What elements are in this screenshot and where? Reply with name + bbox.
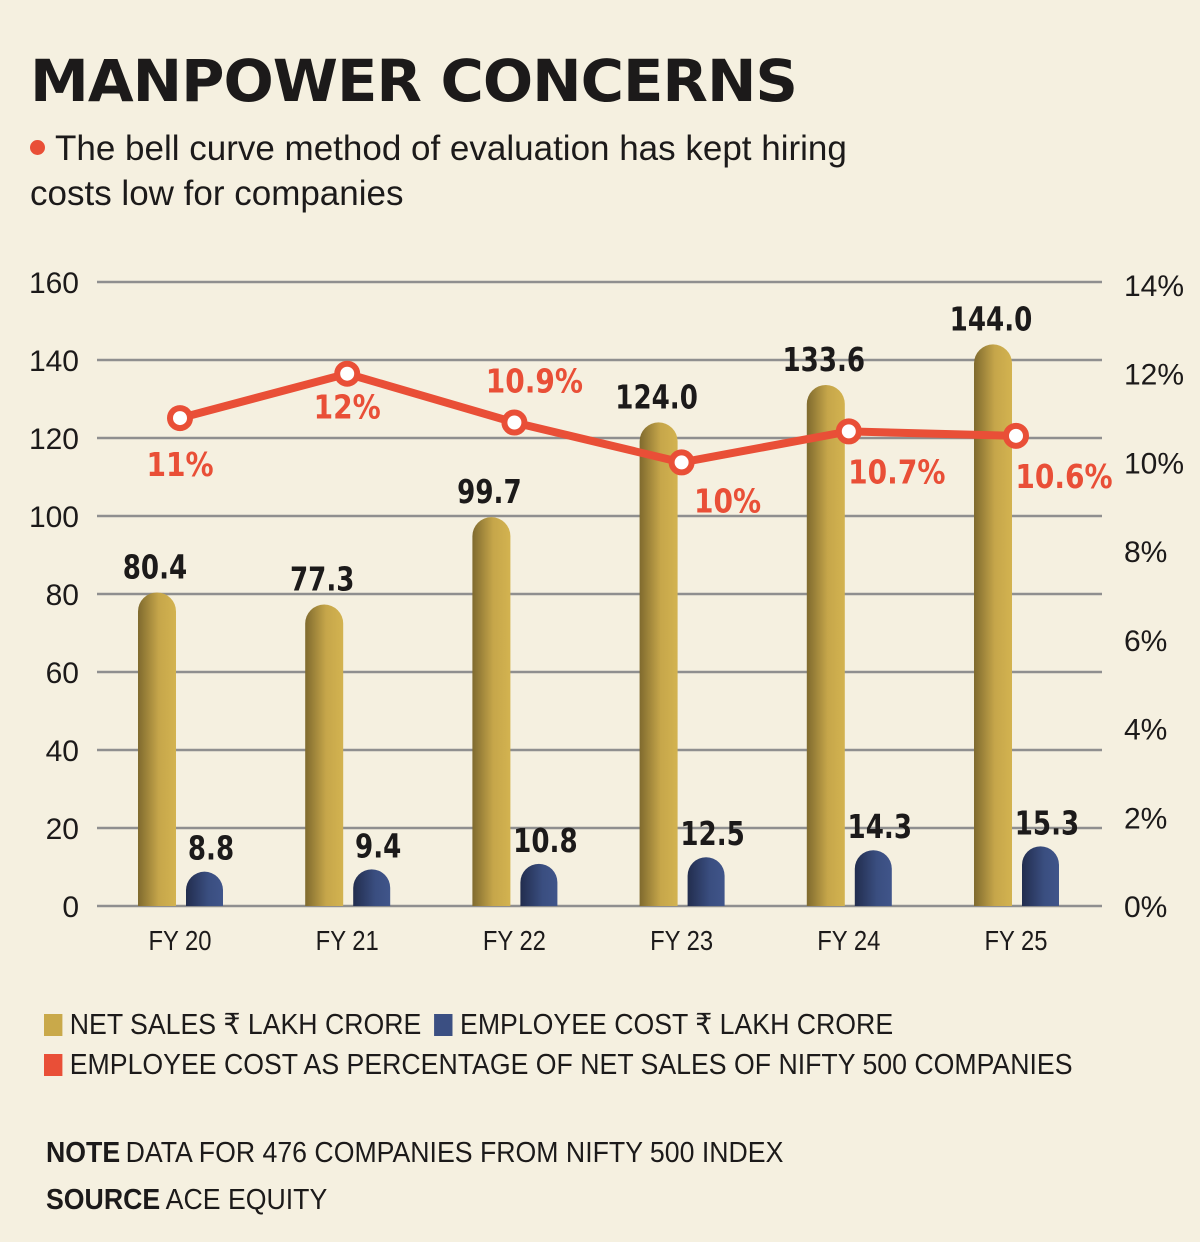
percentage-point xyxy=(167,405,193,432)
net-sales-bar xyxy=(806,384,845,906)
employee-cost-data-label: 10.8 xyxy=(513,822,577,860)
employee-cost-bar xyxy=(854,850,892,906)
percentage-line-path xyxy=(178,369,1017,467)
net-sales-data-label: 133.6 xyxy=(782,341,865,379)
net-sales-data-label: 99.7 xyxy=(457,473,521,511)
right-tick-label: 12% xyxy=(1124,359,1184,392)
employee-cost-data-label: 8.8 xyxy=(188,830,234,868)
left-tick-label: 80 xyxy=(46,579,79,612)
right-tick-label: 14% xyxy=(1124,270,1184,303)
legend: NET SALES ₹ LAKH CRORE EMPLOYEE COST ₹ L… xyxy=(44,1005,1078,1085)
legend-label: NET SALES ₹ LAKH CRORE xyxy=(69,1009,422,1041)
net-sales-bar xyxy=(974,344,1012,906)
bars: 80.4 8.8 77.3 9.4 99.7 10.8 124.0 12.5 133.6 14.3… xyxy=(123,301,1079,906)
right-tick-label: 6% xyxy=(1124,625,1167,658)
x-tick-label: FY 21 xyxy=(316,924,379,956)
footnotes: NOTE DATA FOR 476 COMPANIES FROM NIFTY 50… xyxy=(46,1130,783,1224)
employee-cost-bar xyxy=(186,871,223,906)
legend-item-employee-cost: EMPLOYEE COST ₹ LAKH CRORE xyxy=(434,1009,893,1041)
legend-swatch-employee-cost xyxy=(434,1014,453,1036)
note-label: NOTE xyxy=(46,1137,121,1169)
chart: 0 20 40 60 80 100 120 140 160 0% 2% 4% 6% 8% 10% 12% 14… xyxy=(29,267,1184,956)
x-tick-label: FY 22 xyxy=(483,924,546,956)
note: NOTE DATA FOR 476 COMPANIES FROM NIFTY 50… xyxy=(46,1130,783,1177)
employee-cost-bar xyxy=(520,863,558,906)
percentage-point xyxy=(1003,422,1029,449)
legend-label: EMPLOYEE COST AS PERCENTAGE OF NET SALES… xyxy=(69,1049,1073,1081)
left-tick-label: 160 xyxy=(29,267,79,300)
x-axis: FY 20 FY 21 FY 22 FY 23 FY 24 FY 25 xyxy=(148,924,1047,956)
employee-cost-bar xyxy=(687,857,725,906)
employee-cost-bar xyxy=(353,869,391,906)
right-tick-label: 10% xyxy=(1124,447,1184,480)
left-tick-label: 20 xyxy=(46,813,79,846)
percentage-line: 11% 12% 10.9% 10% 10.7% 10.6% xyxy=(146,360,1113,521)
net-sales-bar xyxy=(138,592,176,906)
percentage-data-label: 10.6% xyxy=(1015,459,1112,497)
employee-cost-data-label: 12.5 xyxy=(680,816,744,854)
left-axis: 0 20 40 60 80 100 120 140 160 xyxy=(29,267,79,924)
employee-cost-data-label: 15.3 xyxy=(1015,805,1079,843)
x-tick-label: FY 24 xyxy=(817,924,880,956)
percentage-data-label: 10.9% xyxy=(486,363,583,401)
right-tick-label: 4% xyxy=(1124,714,1167,747)
right-axis: 0% 2% 4% 6% 8% 10% 12% 14% xyxy=(1124,270,1184,924)
net-sales-bar xyxy=(639,422,678,906)
percentage-point xyxy=(668,449,695,476)
right-tick-label: 8% xyxy=(1124,536,1167,569)
employee-cost-data-label: 14.3 xyxy=(848,809,912,847)
subtitle-text: The bell curve method of evaluation has … xyxy=(30,129,847,213)
right-tick-label: 2% xyxy=(1124,802,1167,835)
percentage-point xyxy=(835,418,862,445)
left-tick-label: 0 xyxy=(62,891,79,924)
source: SOURCE ACE EQUITY xyxy=(46,1177,783,1224)
net-sales-data-label: 77.3 xyxy=(290,561,354,599)
employee-cost-bar xyxy=(1022,846,1059,906)
x-tick-label: FY 25 xyxy=(984,924,1047,956)
bullet-icon xyxy=(30,140,45,156)
percentage-data-label: 10.7% xyxy=(848,454,945,492)
left-tick-label: 40 xyxy=(46,735,79,768)
legend-swatch-net-sales xyxy=(44,1014,63,1036)
percentage-data-label: 11% xyxy=(146,447,213,485)
x-tick-label: FY 20 xyxy=(148,924,211,956)
net-sales-data-label: 80.4 xyxy=(123,549,187,587)
percentage-data-label: 12% xyxy=(314,390,381,428)
left-tick-label: 60 xyxy=(46,657,79,690)
net-sales-data-label: 144.0 xyxy=(950,301,1033,339)
chart-subtitle: The bell curve method of evaluation has … xyxy=(30,126,930,216)
net-sales-bar xyxy=(472,517,511,906)
legend-item-net-sales: NET SALES ₹ LAKH CRORE xyxy=(44,1009,421,1041)
net-sales-bar xyxy=(305,604,344,906)
legend-swatch-percentage xyxy=(44,1054,63,1076)
percentage-data-label: 10% xyxy=(694,483,761,521)
employee-cost-data-label: 9.4 xyxy=(355,828,401,866)
net-sales-data-label: 124.0 xyxy=(615,379,698,417)
x-tick-label: FY 23 xyxy=(650,924,713,956)
left-tick-label: 140 xyxy=(29,345,79,378)
gridlines xyxy=(97,280,1102,908)
chart-title: MANPOWER CONCERNS xyxy=(30,47,798,115)
left-tick-label: 120 xyxy=(29,423,79,456)
legend-label: EMPLOYEE COST ₹ LAKH CRORE xyxy=(460,1009,894,1041)
source-text: ACE EQUITY xyxy=(165,1184,328,1216)
right-tick-label: 0% xyxy=(1124,891,1167,924)
source-label: SOURCE xyxy=(46,1184,161,1216)
percentage-point xyxy=(501,409,528,436)
percentage-point xyxy=(334,360,361,387)
note-text: DATA FOR 476 COMPANIES FROM NIFTY 500 IN… xyxy=(125,1137,784,1169)
legend-item-percentage: EMPLOYEE COST AS PERCENTAGE OF NET SALES… xyxy=(44,1049,1073,1081)
left-tick-label: 100 xyxy=(29,501,79,534)
